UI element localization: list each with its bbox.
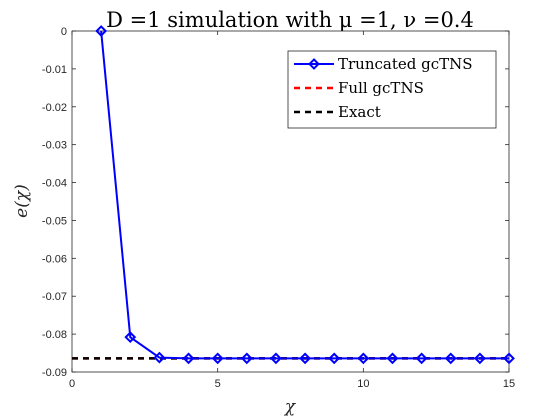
y-tick-label: -0.02 [42, 102, 67, 114]
data-point-truncated-gctns [503, 352, 515, 365]
data-point-truncated-gctns [386, 352, 399, 365]
data-point-truncated-gctns [299, 352, 311, 365]
legend: Truncated gcTNS Full gcTNS Exact [287, 50, 497, 129]
legend-label-exact: Exact [338, 103, 381, 121]
x-tick-label: 10 [357, 378, 369, 390]
data-point-truncated-gctns [153, 351, 166, 364]
y-tick-label: -0.03 [42, 140, 67, 152]
x-tick-label: 5 [215, 378, 221, 390]
ticks-layer: 0 5 10 15 0 -0.01 -0.02 -0.03 -0.04 -0.05 -0.06 -0.… [42, 26, 515, 390]
y-tick-label: -0.04 [42, 178, 67, 190]
data-point-truncated-gctns [211, 352, 224, 365]
y-tick-label: -0.06 [42, 253, 67, 265]
x-axis-label: χ [284, 397, 297, 417]
x-tick-label: 15 [503, 378, 515, 390]
legend-label-full-gctns: Full gcTNS [338, 79, 424, 97]
data-point-truncated-gctns [95, 25, 108, 37]
y-tick-label: -0.07 [42, 291, 67, 303]
legend-diamond-marker-icon [308, 58, 320, 70]
data-point-truncated-gctns [328, 352, 341, 365]
series-line-truncated-gctns [100, 30, 509, 360]
data-point-truncated-gctns [240, 352, 253, 365]
y-tick-label: -0.05 [42, 215, 67, 227]
data-point-truncated-gctns [415, 352, 428, 365]
data-point-truncated-gctns [270, 352, 282, 365]
series-layer [72, 25, 515, 365]
data-point-truncated-gctns [444, 352, 457, 365]
y-tick-label: 0 [61, 26, 67, 38]
y-axis-label: e(χ) [12, 184, 32, 218]
y-tick-label: -0.01 [42, 64, 67, 76]
data-point-truncated-gctns [182, 352, 195, 365]
chart-title: D =1 simulation with μ =1, ν =0.4 [106, 8, 474, 32]
legend-label-truncated-gctns: Truncated gcTNS [338, 55, 473, 73]
data-point-truncated-gctns [473, 352, 486, 365]
y-tick-label: -0.08 [42, 329, 67, 341]
data-point-truncated-gctns [124, 331, 137, 344]
x-tick-label: 0 [69, 378, 75, 390]
data-point-truncated-gctns [357, 352, 370, 365]
y-tick-label: -0.09 [42, 367, 67, 379]
